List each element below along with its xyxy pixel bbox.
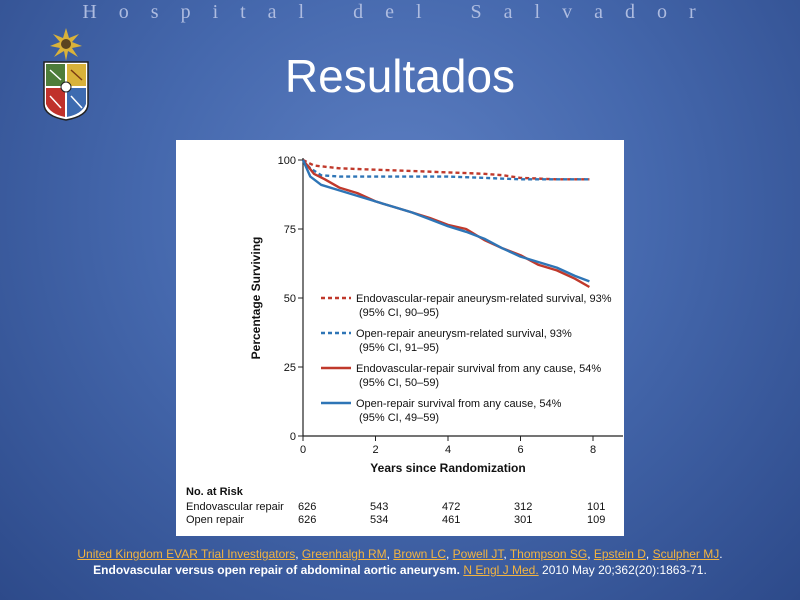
risk-value: 472 — [442, 501, 461, 513]
y-tick-label: 75 — [284, 224, 296, 236]
x-axis-label: Years since Randomization — [370, 461, 525, 475]
legend-ci-4: (95% CI, 49–59) — [359, 412, 439, 424]
university-crest-icon — [38, 26, 94, 122]
author-link[interactable]: United Kingdom EVAR Trial Investigators — [77, 547, 296, 561]
y-axis-label: Percentage Surviving — [249, 237, 263, 360]
x-tick-label: 0 — [300, 444, 306, 456]
legend-label-2: Open-repair aneurysm-related survival, 9… — [356, 328, 572, 340]
x-tick-label: 2 — [372, 444, 378, 456]
chart-series — [301, 158, 590, 289]
author-link[interactable]: Epstein D — [593, 547, 646, 561]
risk-row-endovascular: Endovascular repair 626 543 472 312 101 — [186, 501, 620, 514]
legend-label-3: Endovascular-repair survival from any ca… — [356, 363, 601, 375]
legend-label-4: Open-repair survival from any cause, 54% — [356, 398, 562, 410]
citation: United Kingdom EVAR Trial Investigators,… — [0, 546, 800, 578]
risk-value: 626 — [298, 501, 317, 513]
citation-reference: Endovascular versus open repair of abdom… — [0, 562, 800, 578]
author-link[interactable]: Sculpher MJ — [652, 547, 720, 561]
survival-chart: 0 25 50 75 100 0 2 4 6 8 Years since Randomization… — [249, 155, 623, 475]
chart-panel: 0 25 50 75 100 0 2 4 6 8 Years since Randomization… — [176, 140, 624, 536]
x-tick-label: 4 — [445, 444, 451, 456]
citation-details: 2010 May 20;362(20):1863-71. — [542, 563, 707, 577]
legend-ci-3: (95% CI, 50–59) — [359, 377, 439, 389]
citation-authors: United Kingdom EVAR Trial Investigators,… — [77, 547, 723, 561]
y-tick-label: 50 — [284, 293, 296, 305]
chart-axes: 0 25 50 75 100 0 2 4 6 8 Years since Randomization… — [249, 155, 623, 475]
risk-row-label: Open repair — [186, 514, 245, 526]
legend-label-1: Endovascular-repair aneurysm-related sur… — [356, 293, 612, 305]
hospital-header: Hospital del Salvador — [82, 1, 718, 23]
x-tick-label: 6 — [517, 444, 523, 456]
journal-link[interactable]: N Engl J Med. — [463, 563, 539, 577]
slide-title: Resultados — [284, 50, 516, 102]
risk-value: 101 — [587, 501, 606, 513]
risk-row-label: Endovascular repair — [186, 501, 284, 513]
legend-ci-2: (95% CI, 91–95) — [359, 342, 439, 354]
author-link[interactable]: Powell JT — [452, 547, 504, 561]
author-link[interactable]: Thompson SG — [509, 547, 588, 561]
risk-value: 312 — [514, 501, 533, 513]
risk-value: 109 — [587, 514, 606, 526]
risk-table-heading: No. at Risk — [186, 486, 243, 498]
series-line-2 — [302, 159, 590, 181]
risk-value: 543 — [370, 501, 389, 513]
author-link[interactable]: Greenhalgh RM — [301, 547, 387, 561]
series-line-1 — [302, 158, 590, 181]
y-tick-label: 0 — [290, 431, 296, 443]
series-line-3 — [302, 159, 590, 289]
y-tick-label: 25 — [284, 362, 296, 374]
x-tick-label: 8 — [590, 444, 596, 456]
risk-value: 626 — [298, 514, 317, 526]
article-title: Endovascular versus open repair of abdom… — [93, 563, 460, 577]
author-link[interactable]: Brown LC — [393, 547, 446, 561]
risk-value: 301 — [514, 514, 533, 526]
legend-ci-1: (95% CI, 90–95) — [359, 307, 439, 319]
risk-row-open: Open repair 626 534 461 301 109 — [186, 514, 620, 527]
risk-value: 461 — [442, 514, 461, 526]
risk-table: No. at Risk Endovascular repair 626 543 … — [186, 486, 620, 527]
chart-legend: Endovascular-repair aneurysm-related sur… — [321, 293, 612, 424]
y-tick-label: 100 — [278, 155, 296, 167]
series-line-4 — [301, 159, 590, 283]
risk-value: 534 — [370, 514, 389, 526]
